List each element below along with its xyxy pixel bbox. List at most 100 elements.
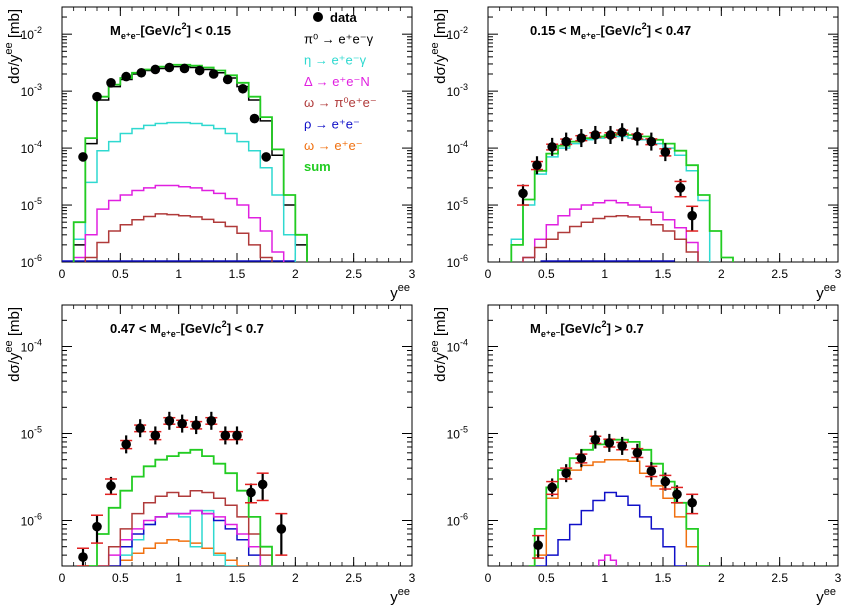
- y-tick-label: 10-6: [21, 512, 42, 529]
- data-marker: [249, 113, 260, 124]
- data-point: [645, 132, 658, 151]
- x-tick-label: 2: [292, 571, 299, 585]
- legend-entry: η → e⁺e⁻γ: [304, 53, 367, 68]
- series-histogram-4: [84, 213, 273, 262]
- x-axis-label: yee: [390, 282, 410, 302]
- y-tick-label: 10-2: [21, 25, 42, 42]
- data-point: [560, 464, 573, 483]
- data-marker: [576, 133, 587, 143]
- data-point: [92, 91, 102, 102]
- data-point: [231, 426, 243, 445]
- data-marker: [179, 63, 190, 74]
- data-point: [179, 63, 190, 74]
- data-marker: [576, 453, 587, 464]
- data-point: [222, 74, 233, 85]
- data-marker: [672, 489, 682, 500]
- data-marker: [121, 71, 131, 82]
- data-marker: [561, 136, 571, 147]
- data-point: [631, 443, 644, 462]
- y-tick-label: 10-3: [21, 82, 42, 99]
- data-marker: [261, 152, 271, 162]
- plot-area: [528, 430, 710, 566]
- x-tick-label: 1: [601, 571, 608, 585]
- panel-1: 0 0.5 1 1.5 2 2.5 3 10-6 10-5 10-4 10-3 10-2 yee dσ/y…: [3, 6, 416, 302]
- panel-title: 0.15 < Me⁺e⁻[GeV/c2] < 0.47: [530, 21, 691, 41]
- data-point: [256, 472, 269, 502]
- data-marker: [257, 479, 268, 490]
- x-tick-label: 0: [485, 571, 492, 585]
- data-marker: [687, 210, 697, 221]
- data-point: [106, 78, 116, 88]
- x-tick-label: 2: [292, 267, 299, 281]
- data-point: [208, 69, 219, 79]
- data-marker: [660, 147, 671, 157]
- data-marker: [547, 482, 557, 493]
- data-point: [604, 125, 617, 144]
- data-point: [589, 125, 602, 144]
- data-marker: [164, 62, 175, 73]
- y-tick-label: 10-4: [21, 338, 42, 355]
- data-point: [136, 67, 147, 78]
- legend-entry: data: [330, 10, 358, 25]
- data-point: [517, 184, 529, 206]
- legend-entry: ω → e⁺e⁻: [304, 138, 363, 153]
- data-marker: [78, 152, 88, 162]
- x-axis-label: yee: [816, 586, 836, 606]
- data-point: [120, 435, 133, 454]
- data-point: [238, 83, 248, 94]
- x-tick-label: 3: [835, 267, 842, 281]
- data-point: [645, 462, 658, 481]
- x-tick-label: 1.5: [655, 267, 672, 281]
- data-point: [603, 433, 616, 452]
- data-marker: [150, 64, 161, 75]
- x-tick-label: 3: [409, 571, 416, 585]
- series-histogram-3: [72, 184, 285, 262]
- series-histogram-2: [72, 121, 297, 262]
- panel-3: 0 0.5 1 1.5 2 2.5 3 10-6 10-5 10-4 yee dσ/yee [mb] 0…: [3, 304, 416, 606]
- data-marker: [646, 466, 657, 476]
- data-marker: [92, 521, 102, 532]
- panel-title: Me⁺e⁻[GeV/c2] < 0.15: [110, 21, 231, 41]
- data-point: [546, 478, 559, 497]
- data-point: [261, 152, 271, 162]
- data-marker: [276, 524, 287, 534]
- x-tick-label: 2.5: [771, 267, 788, 281]
- data-point: [546, 137, 559, 156]
- legend-entry: ω → π⁰e⁺e⁻: [304, 95, 377, 110]
- series-histogram-3: [533, 458, 699, 566]
- data-point: [671, 485, 683, 504]
- x-tick-label: 2.5: [345, 267, 362, 281]
- y-tick-label: 10-4: [447, 338, 468, 355]
- data-point: [532, 534, 545, 559]
- series-histogram-4: [97, 509, 262, 566]
- x-tick-label: 0.5: [538, 571, 555, 585]
- x-tick-label: 1.5: [229, 267, 246, 281]
- series-histogram-5: [72, 63, 308, 262]
- data-marker: [590, 130, 601, 140]
- data-point: [194, 65, 205, 76]
- data-point: [150, 64, 161, 75]
- data-marker: [106, 78, 116, 88]
- data-point: [121, 71, 131, 82]
- data-marker: [617, 127, 627, 138]
- data-point: [659, 143, 672, 162]
- data-point: [91, 514, 103, 544]
- x-tick-label: 0.5: [112, 267, 129, 281]
- data-point: [674, 178, 687, 198]
- data-point: [686, 493, 699, 515]
- data-point: [163, 411, 176, 430]
- data-point: [105, 476, 117, 496]
- data-point: [589, 430, 602, 449]
- data-marker: [604, 438, 615, 448]
- data-marker: [518, 188, 528, 199]
- x-tick-label: 3: [835, 571, 842, 585]
- data-point: [560, 132, 573, 151]
- data-point: [616, 436, 629, 455]
- x-tick-label: 2.5: [771, 571, 788, 585]
- legend: data π⁰ → e⁺e⁻γ η → e⁺e⁻γ Δ → e⁺e⁻N ω → π⁰e⁺…: [304, 10, 377, 174]
- data-point: [205, 411, 218, 430]
- data-marker: [617, 441, 627, 451]
- x-tick-label: 1.5: [655, 571, 672, 585]
- data-marker: [220, 430, 231, 441]
